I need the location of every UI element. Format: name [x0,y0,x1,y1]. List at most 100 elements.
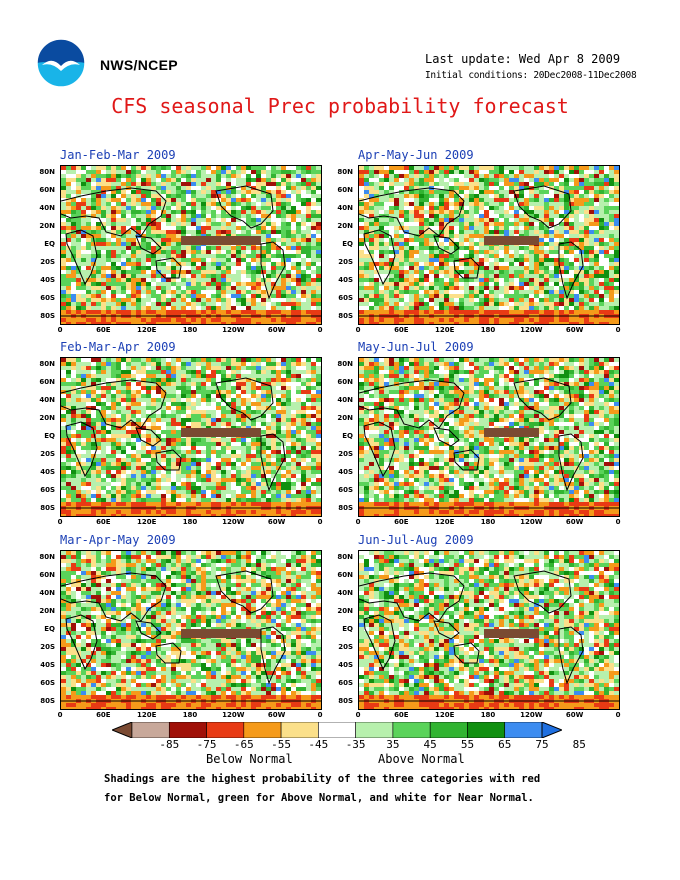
lat-label: 60N [39,571,55,579]
colorbar-segment [280,722,319,738]
caption-line-2: for Below Normal, green for Above Normal… [104,792,534,804]
lat-label: 20S [338,258,353,266]
forecast-panel: May-Jun-Jul 2009 80N 60N 40N 20N EQ 20S 40S 60S 8… [337,340,633,534]
colorbar-segment [168,722,207,738]
lon-label: 60W [267,326,286,334]
lat-label: 80S [40,504,55,512]
colorbar-tick-label: 85 [572,738,586,751]
probability-map [60,357,322,517]
lat-label: 60N [337,186,353,194]
lon-label: 60E [96,518,111,526]
lon-label: 0 [317,518,323,526]
lat-label: 40N [39,396,55,404]
lat-label: 20N [39,414,55,422]
panel-title: Jun-Jul-Aug 2009 [358,533,474,547]
below-normal-label: Below Normal [206,752,293,766]
lat-label: 80S [338,312,353,320]
lat-label: 40S [40,276,55,284]
lon-label: 60W [565,518,584,526]
forecast-panel: Feb-Mar-Apr 2009 80N 60N 40N 20N EQ 20S 40S 60S 8… [39,340,335,534]
lat-label: 40N [39,204,55,212]
panel-title: May-Jun-Jul 2009 [358,340,474,354]
lat-label: 80N [39,360,55,368]
lon-label: 60W [267,518,286,526]
forecast-panel: Mar-Apr-May 2009 80N 60N 40N 20N EQ 20S 40S 60S 8… [39,533,335,727]
probability-map [60,165,322,325]
lon-label: 180 [182,326,198,334]
lat-label: 20N [39,222,55,230]
colorbar-segment [504,722,543,738]
lon-label: 0 [615,711,621,719]
lat-label: EQ [44,240,55,248]
lat-label: 40S [338,276,353,284]
lon-label: 120E [434,326,455,334]
caption-line-1: Shadings are the highest probability of … [104,773,541,785]
colorbar-segment [206,722,245,738]
lat-label: 40N [337,589,353,597]
lat-label: 60S [338,679,353,687]
lon-label: 60E [96,711,111,719]
lat-label: 80S [338,504,353,512]
lat-label: 60S [338,294,353,302]
probability-map [358,550,620,710]
lat-label: 60S [40,486,55,494]
lon-label: 120E [434,711,455,719]
lat-label: 20N [337,607,353,615]
lat-label: 80S [338,697,353,705]
lon-label: 0 [355,711,361,719]
colorbar-segment [467,722,506,738]
lat-label: 80N [39,553,55,561]
probability-map [358,357,620,517]
lon-label: 120W [222,518,245,526]
lon-label: 180 [182,518,198,526]
lon-label: 180 [480,326,496,334]
colorbar-segment [131,722,170,738]
lon-label: 0 [615,326,621,334]
lon-label: 120E [136,711,157,719]
lat-label: 20S [40,450,55,458]
lon-label: 120W [222,711,245,719]
lon-label: 120W [520,518,543,526]
lon-label: 120E [434,518,455,526]
lon-label: 60W [565,326,584,334]
lon-label: 60E [96,326,111,334]
lat-label: EQ [44,432,55,440]
lon-label: 120E [136,518,157,526]
lat-label: 20N [39,607,55,615]
lat-label: 40N [39,589,55,597]
lat-label: 60S [40,679,55,687]
lat-label: 80N [337,168,353,176]
colorbar-tick-label: -65 [233,738,254,751]
noaa-logo-icon [36,38,86,88]
lat-label: 20S [40,643,55,651]
lat-label: EQ [342,240,353,248]
panel-title: Feb-Mar-Apr 2009 [60,340,176,354]
lat-label: EQ [342,625,353,633]
probability-map [60,550,322,710]
probability-map [358,165,620,325]
colorbar-segment [541,722,562,738]
lon-label: 60W [565,711,584,719]
lon-label: 120W [520,326,543,334]
lon-label: 0 [355,518,361,526]
colorbar-tick-label: -45 [308,738,329,751]
panel-title: Jan-Feb-Mar 2009 [60,148,176,162]
lat-label: EQ [44,625,55,633]
forecast-panel: Jun-Jul-Aug 2009 80N 60N 40N 20N EQ 20S 40S 60S 8… [337,533,633,727]
lon-label: 0 [317,326,323,334]
lon-label: 60E [394,326,409,334]
lat-label: 80N [39,168,55,176]
page-title: CFS seasonal Prec probability forecast [111,94,569,118]
lat-label: 40S [338,661,353,669]
lat-label: 60N [39,186,55,194]
lon-label: 120E [136,326,157,334]
forecast-panel: Jan-Feb-Mar 2009 80N 60N 40N 20N EQ 20S 40S 60S 8… [39,148,335,342]
lat-label: 20S [338,450,353,458]
lon-label: 60E [394,711,409,719]
lat-label: 80S [40,697,55,705]
colorbar-tick-label: 55 [460,738,475,751]
lat-label: 40S [40,661,55,669]
lat-label: 40S [338,468,353,476]
lat-label: 60S [338,486,353,494]
colorbar-segment [112,722,133,738]
